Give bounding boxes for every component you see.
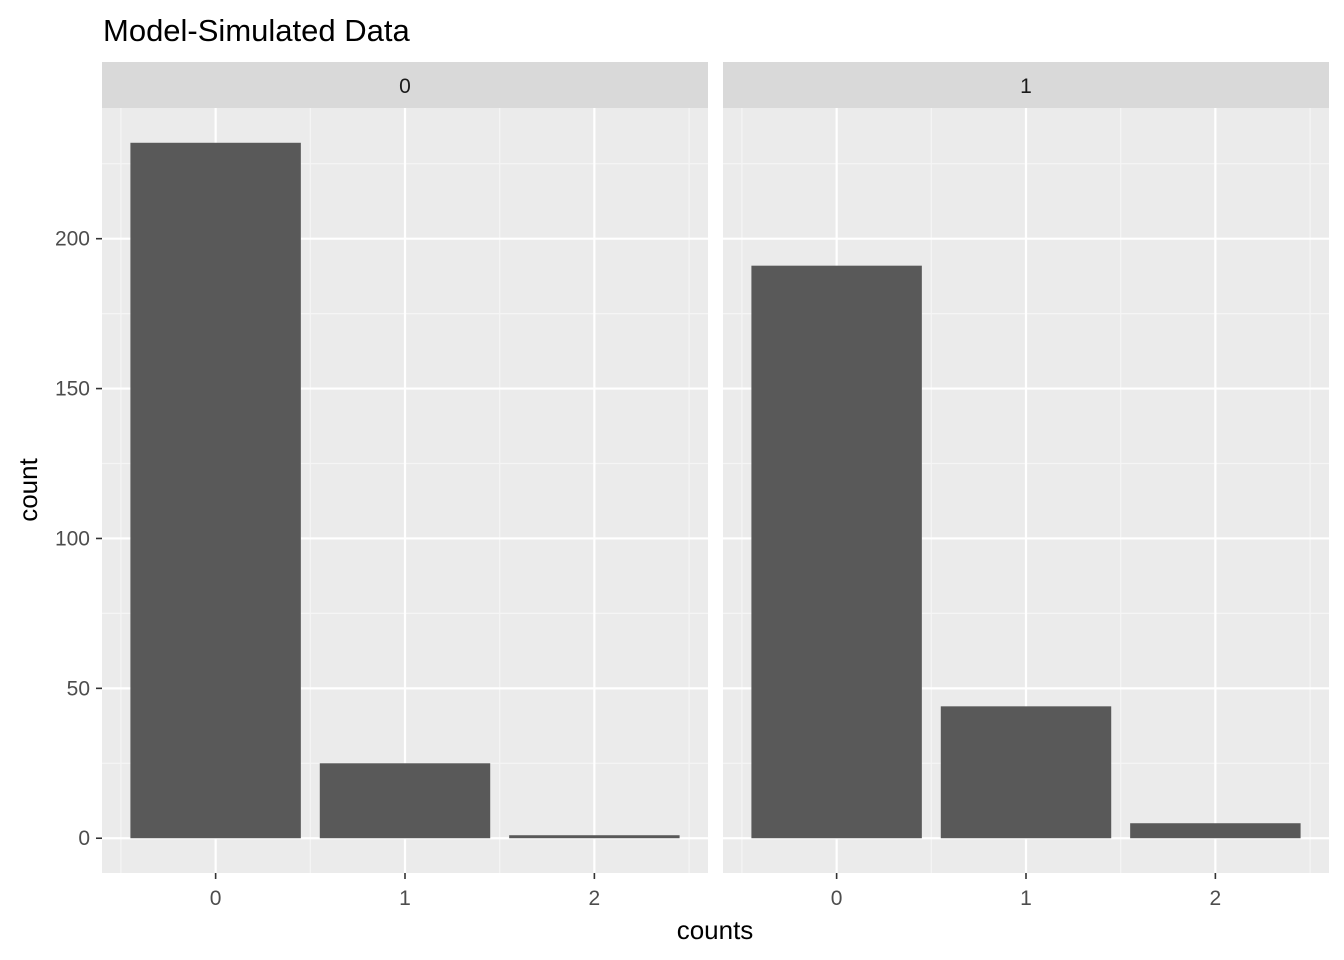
facet-strip-label: 1 bbox=[1020, 75, 1032, 98]
x-tick-label: 0 bbox=[831, 887, 843, 910]
bar bbox=[940, 706, 1112, 839]
x-tick-label: 2 bbox=[1210, 887, 1222, 910]
bar bbox=[130, 142, 301, 839]
x-tick-label: 0 bbox=[210, 887, 222, 910]
y-tick-label: 50 bbox=[67, 677, 90, 700]
y-tick-label: 150 bbox=[55, 378, 90, 401]
y-axis: 0 50 100 150 200 bbox=[55, 228, 102, 850]
y-tick-label: 0 bbox=[78, 827, 90, 850]
y-axis-title: count bbox=[13, 457, 43, 521]
facet-panel: 0 0 1 2 bbox=[102, 62, 708, 910]
x-tick-label: 2 bbox=[589, 887, 601, 910]
y-tick-label: 200 bbox=[55, 228, 90, 251]
x-tick-label: 1 bbox=[1020, 887, 1032, 910]
facet-panel: 1 0 1 2 bbox=[723, 62, 1329, 910]
bar bbox=[319, 763, 491, 839]
bar bbox=[509, 835, 680, 839]
facet-strip-label: 0 bbox=[399, 75, 411, 98]
bar bbox=[1130, 823, 1301, 839]
facet-strip bbox=[723, 62, 1329, 108]
y-tick-label: 100 bbox=[55, 527, 90, 550]
x-axis-title: counts bbox=[677, 915, 754, 945]
x-tick-label: 1 bbox=[399, 887, 411, 910]
bar bbox=[751, 265, 922, 839]
chart-title: Model-Simulated Data bbox=[103, 13, 410, 48]
facet-strip bbox=[102, 62, 708, 108]
facet-panels: 0 0 1 2 1 0 1 2 bbox=[102, 62, 1329, 910]
